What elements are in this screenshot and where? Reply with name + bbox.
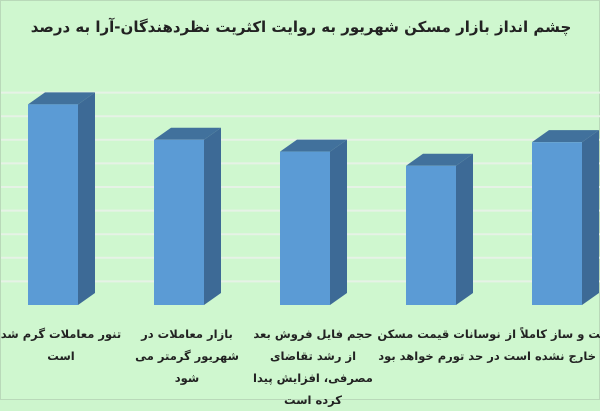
- bar-top: [154, 127, 221, 140]
- category-label: حجم فایل فروش بعد از رشد تقاضای مصرفی، ا…: [253, 327, 373, 407]
- category-label: نوسانات قیمت مسکن در حد تورم خواهد بود: [377, 327, 501, 363]
- bar: [532, 142, 582, 305]
- bar: [154, 139, 204, 305]
- bar-top: [532, 130, 599, 143]
- plot-area: [1, 91, 600, 306]
- bar: [280, 151, 330, 305]
- bar-top: [406, 153, 473, 166]
- bar-side: [582, 130, 599, 305]
- chart-title: چشم انداز بازار مسکن شهریور به روایت اکث…: [30, 18, 572, 36]
- bar-top: [280, 139, 347, 152]
- category-label: تنور معاملات گرم شد است: [0, 327, 122, 363]
- bar-side: [330, 139, 347, 305]
- category-label: ساخت و ساز کاملاً از رکود خارج نشده است: [503, 327, 600, 363]
- bar-side: [456, 153, 473, 305]
- bar-side: [204, 127, 221, 305]
- category-label: بازار معاملات در شهریور گرمتر می شود: [135, 327, 239, 385]
- bar-side: [78, 92, 95, 306]
- bar: [28, 104, 78, 306]
- bar-top: [28, 92, 95, 105]
- bar: [406, 165, 456, 305]
